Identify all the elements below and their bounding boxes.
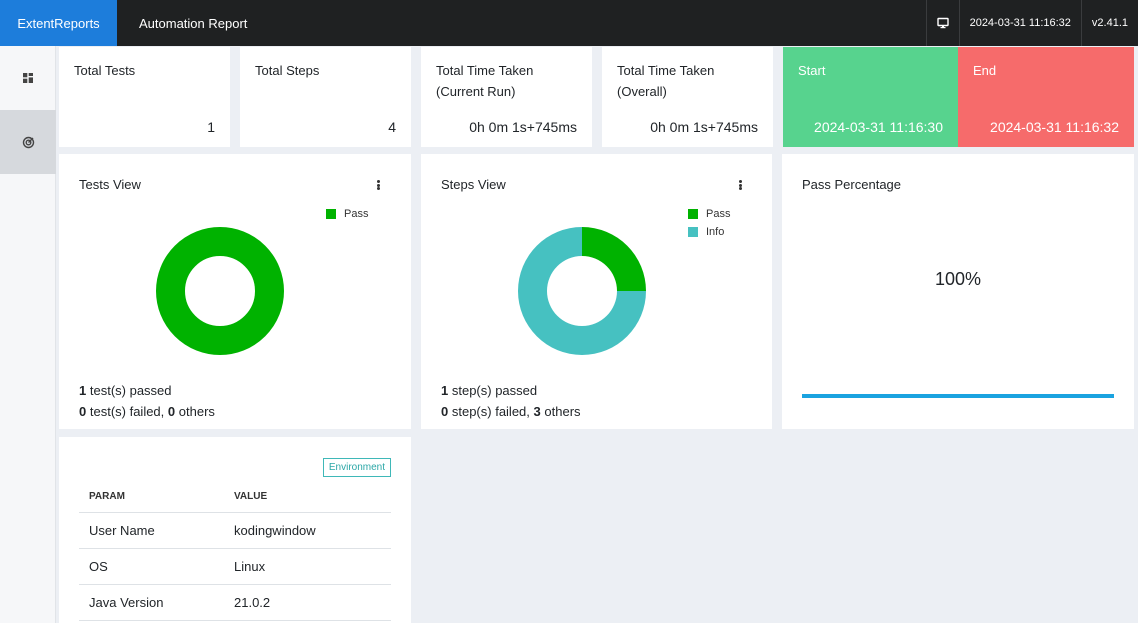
environment-table: PARAM VALUE User Name kodingwindow OS Li… xyxy=(79,482,391,621)
donut-slice-pass[interactable] xyxy=(156,227,284,355)
stat-card-total-tests: Total Tests 1 xyxy=(59,47,230,147)
param-cell: Java Version xyxy=(79,584,224,621)
param-cell: User Name xyxy=(79,512,224,549)
stat-value: 1 xyxy=(207,119,215,135)
more-options-icon[interactable] xyxy=(735,178,745,192)
top-navbar: ExtentReports Automation Report 2024-03-… xyxy=(0,0,1138,46)
pass-percentage-panel: Pass Percentage 100% xyxy=(782,154,1134,429)
stat-card-start: Start 2024-03-31 11:16:30 xyxy=(783,47,958,147)
column-header-param: PARAM xyxy=(79,482,224,513)
value-cell: Linux xyxy=(224,548,391,585)
stat-label: Total Time Taken (Current Run) xyxy=(436,63,534,99)
panel-title: Tests View xyxy=(79,177,141,192)
stat-label: Total Tests xyxy=(74,63,136,78)
version-label: v2.41.1 xyxy=(1080,0,1138,46)
environment-panel: Environment PARAM VALUE User Name koding… xyxy=(59,437,411,623)
stat-value: 0h 0m 1s+745ms xyxy=(469,119,577,135)
chart-legend: Pass Info xyxy=(688,205,730,241)
chart-legend: Pass xyxy=(326,205,368,223)
stat-value: 2024-03-31 11:16:32 xyxy=(990,119,1119,135)
column-header-value: VALUE xyxy=(224,482,391,513)
param-cell: OS xyxy=(79,548,224,585)
stat-card-time-current: Total Time Taken (Current Run) 0h 0m 1s+7… xyxy=(421,47,592,147)
sidebar-item-tests[interactable] xyxy=(0,110,56,174)
stat-value: 2024-03-31 11:16:30 xyxy=(814,119,943,135)
stat-label: End xyxy=(973,63,997,78)
value-cell: 21.0.2 xyxy=(224,584,391,621)
legend-swatch xyxy=(688,227,698,237)
target-icon xyxy=(22,136,34,148)
panel-title: Pass Percentage xyxy=(802,177,902,192)
navbar-right: 2024-03-31 11:16:32 v2.41.1 xyxy=(925,0,1138,46)
tests-summary: 1 test(s) passed 0 test(s) failed, 0 oth… xyxy=(79,383,215,419)
table-header-row: PARAM VALUE xyxy=(79,482,391,513)
steps-summary: 1 step(s) passed 0 step(s) failed, 3 oth… xyxy=(441,383,581,419)
value-cell: kodingwindow xyxy=(224,512,391,549)
legend-swatch xyxy=(688,209,698,219)
environment-badge[interactable]: Environment xyxy=(322,458,391,477)
sidebar xyxy=(0,46,56,623)
pass-percentage-value: 100% xyxy=(934,269,982,289)
sidebar-item-dashboard[interactable] xyxy=(0,46,56,110)
tests-donut-chart xyxy=(156,227,284,355)
donut-slice-info[interactable] xyxy=(518,227,646,355)
pass-percentage-bar xyxy=(802,394,1114,398)
grid-icon xyxy=(23,73,33,83)
stat-value: 4 xyxy=(388,119,396,135)
table-row: User Name kodingwindow xyxy=(79,512,391,549)
stat-label: Start xyxy=(798,63,826,78)
pass-percentage-bar-fill xyxy=(802,394,1114,398)
stat-card-end: End 2024-03-31 11:16:32 xyxy=(958,47,1134,147)
monitor-icon[interactable] xyxy=(925,0,959,46)
donut-slice-pass[interactable] xyxy=(582,227,646,291)
stat-card-time-overall: Total Time Taken (Overall) 0h 0m 1s+745ms xyxy=(602,47,773,147)
stat-label: Total Steps xyxy=(255,63,320,78)
legend-label: Info xyxy=(706,226,725,238)
brand-logo[interactable]: ExtentReports xyxy=(0,0,117,46)
panel-title: Steps View xyxy=(441,177,506,192)
table-row: OS Linux xyxy=(79,548,391,585)
stat-card-total-steps: Total Steps 4 xyxy=(240,47,411,147)
legend-label: Pass xyxy=(706,208,731,220)
legend-item-pass[interactable]: Pass xyxy=(688,205,730,223)
report-title: Automation Report xyxy=(139,15,248,31)
report-timestamp: 2024-03-31 11:16:32 xyxy=(958,0,1081,46)
legend-label: Pass xyxy=(344,208,369,220)
legend-item-pass[interactable]: Pass xyxy=(326,205,368,223)
legend-item-info[interactable]: Info xyxy=(688,223,730,241)
stat-label: Total Time Taken (Overall) xyxy=(617,63,715,99)
more-options-icon[interactable] xyxy=(373,178,383,192)
steps-donut-chart xyxy=(518,227,646,355)
steps-view-panel: Steps View Pass Info 1 step(s) passed 0 s… xyxy=(421,154,772,429)
legend-swatch xyxy=(326,209,336,219)
stat-value: 0h 0m 1s+745ms xyxy=(650,119,758,135)
table-row: Java Version 21.0.2 xyxy=(79,584,391,621)
tests-view-panel: Tests View Pass 1 test(s) passed 0 test(… xyxy=(59,154,411,429)
